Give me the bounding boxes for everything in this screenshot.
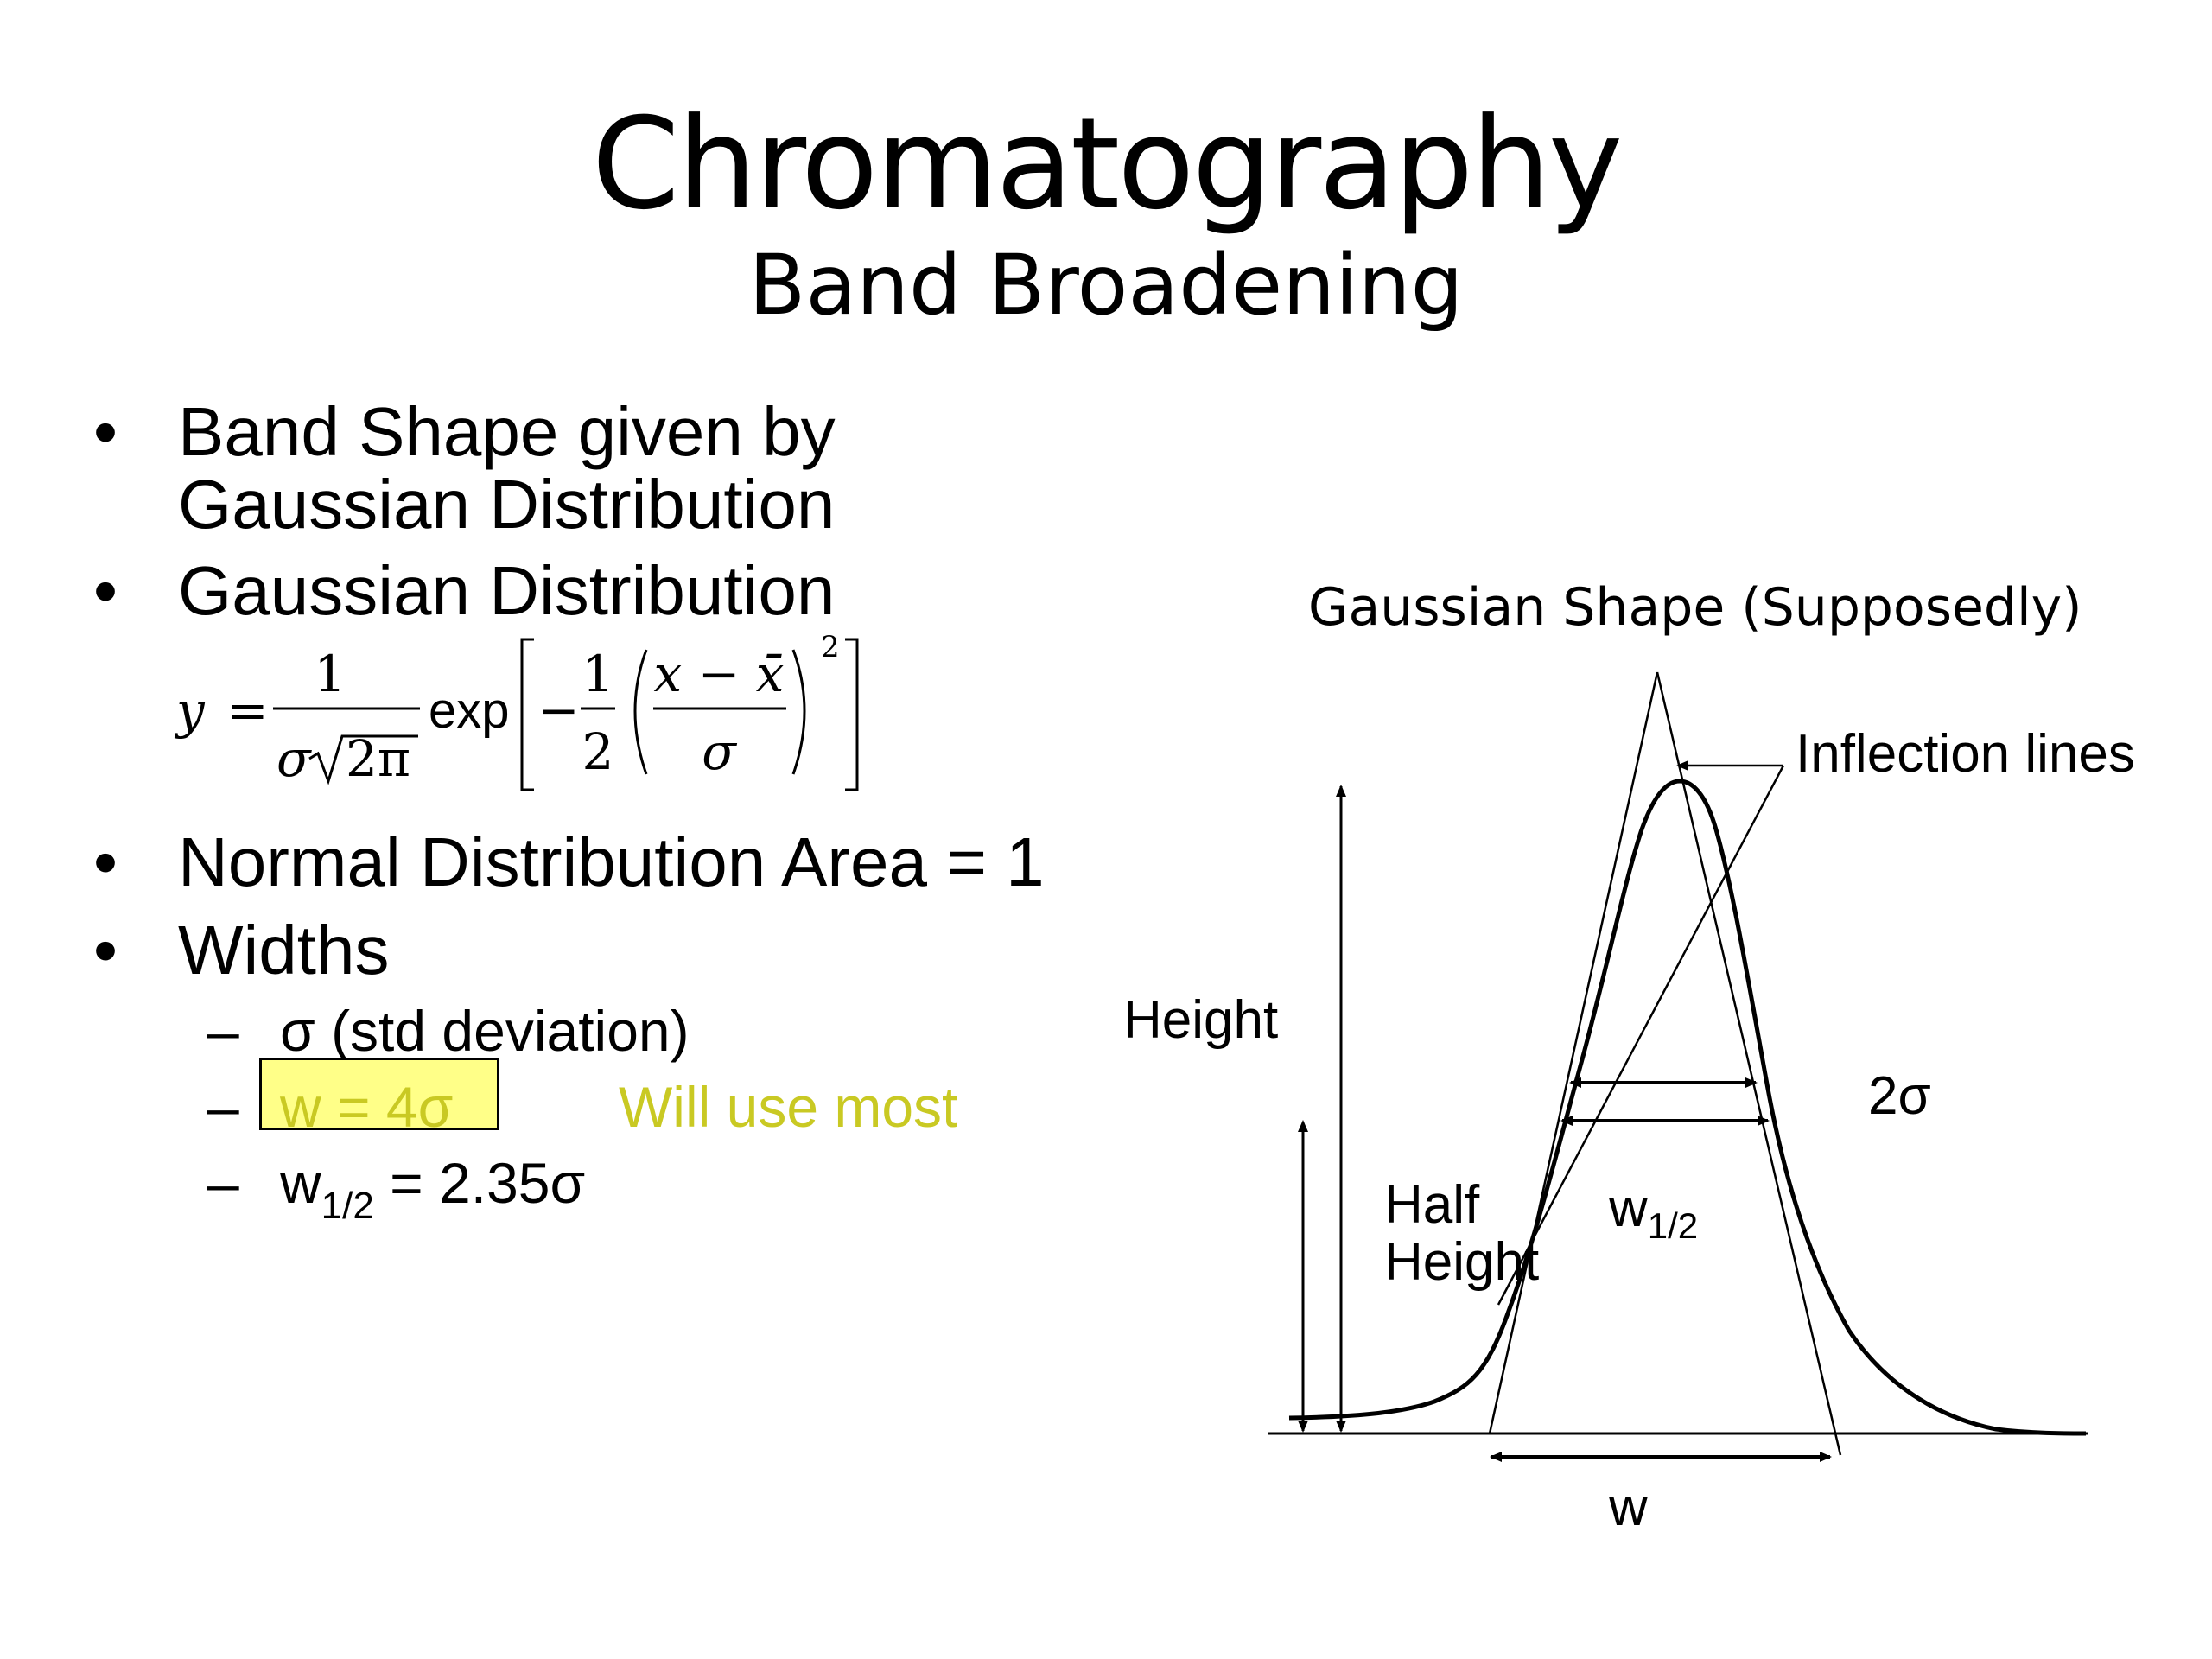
formula-numerator-one: 1: [315, 645, 346, 703]
bullet-widths-text: Widths: [178, 912, 390, 988]
formula-half-denominator: 2: [582, 722, 614, 781]
inflection-pointer-lower: [1497, 765, 1785, 1306]
whalf-subscript: 1/2: [321, 1185, 374, 1227]
formula-inner-sigma: σ: [702, 722, 737, 781]
tangent-right: [1656, 671, 1842, 1456]
left-bracket-icon: [520, 638, 534, 791]
diagram-caption: Gaussian Shape (Supposedly): [1308, 577, 2082, 638]
dash-marker: –: [207, 1151, 239, 1215]
half-height-line1: Half: [1384, 1175, 1480, 1235]
bullet-band-shape: • Band Shape given by Gaussian Distribut…: [93, 396, 836, 541]
sqrt-icon: [308, 734, 418, 785]
w-label: w: [1609, 1478, 1648, 1537]
formula-power: 2: [821, 630, 840, 664]
w-note: Will use most: [619, 1075, 958, 1139]
tangent-left: [1488, 671, 1659, 1434]
gaussian-curve: [1288, 779, 2087, 1436]
sub-bullet-sigma-text: σ (std deviation): [280, 999, 690, 1063]
dash-marker: –: [207, 1075, 239, 1139]
right-bracket-icon: [845, 638, 859, 791]
whalf-prefix: w: [280, 1151, 321, 1215]
bullet-dot: •: [93, 823, 118, 900]
bullet-normal-area: • Normal Distribution Area = 1: [93, 826, 1045, 899]
formula-half-numerator: 1: [582, 645, 614, 703]
formula-y: y: [174, 681, 206, 740]
two-sigma-label: 2σ: [1868, 1066, 1931, 1126]
bullet-widths: • Widths: [93, 914, 390, 987]
height-label: Height: [1123, 990, 1279, 1050]
whalf-label-prefix: w: [1609, 1179, 1648, 1238]
bullet-gaussian-distribution: • Gaussian Distribution: [93, 555, 835, 627]
slide-title: Chromatography: [591, 91, 1624, 238]
sub-bullet-w-text: w = 4σ: [280, 1075, 454, 1139]
whalf-label: w1/2: [1609, 1179, 1699, 1247]
sub-bullet-w: – w = 4σ: [207, 1075, 454, 1139]
bullet-band-shape-line1: Band Shape given by: [178, 393, 836, 470]
bullet-dot: •: [93, 393, 118, 470]
sub-bullet-whalf: – w1/2 = 2.35σ: [207, 1151, 586, 1227]
left-paren-icon: [633, 649, 648, 775]
right-paren-icon: [791, 649, 806, 775]
formula-sigma: σ: [276, 729, 312, 788]
slide-subtitle: Band Broadening: [748, 237, 1464, 334]
bullet-band-shape-line2: Gaussian Distribution: [178, 466, 836, 543]
dash-marker: –: [207, 999, 239, 1063]
sub-bullet-sigma: – σ (std deviation): [207, 999, 690, 1063]
bullet-normal-area-text: Normal Distribution Area = 1: [178, 823, 1045, 900]
formula-x-minus-xbar: x − x̄: [654, 645, 785, 703]
formula-sqrt-2pi: 2π: [346, 729, 410, 788]
formula-minus: −: [537, 681, 580, 740]
whalf-label-subscript: 1/2: [1647, 1205, 1699, 1246]
inflection-label: Inflection lines: [1796, 724, 2135, 784]
whalf-rest: = 2.35σ: [373, 1151, 586, 1215]
bullet-dot: •: [93, 552, 118, 629]
bullet-dot: •: [93, 912, 118, 988]
half-height-label: Half Height: [1384, 1177, 1539, 1291]
w-highlight-box: [259, 1058, 499, 1130]
formula-equals: =: [226, 681, 269, 740]
formula-exp: exp: [429, 683, 510, 739]
half-height-line2: Height: [1384, 1232, 1540, 1292]
bullet-gaussian-distribution-text: Gaussian Distribution: [178, 552, 836, 629]
